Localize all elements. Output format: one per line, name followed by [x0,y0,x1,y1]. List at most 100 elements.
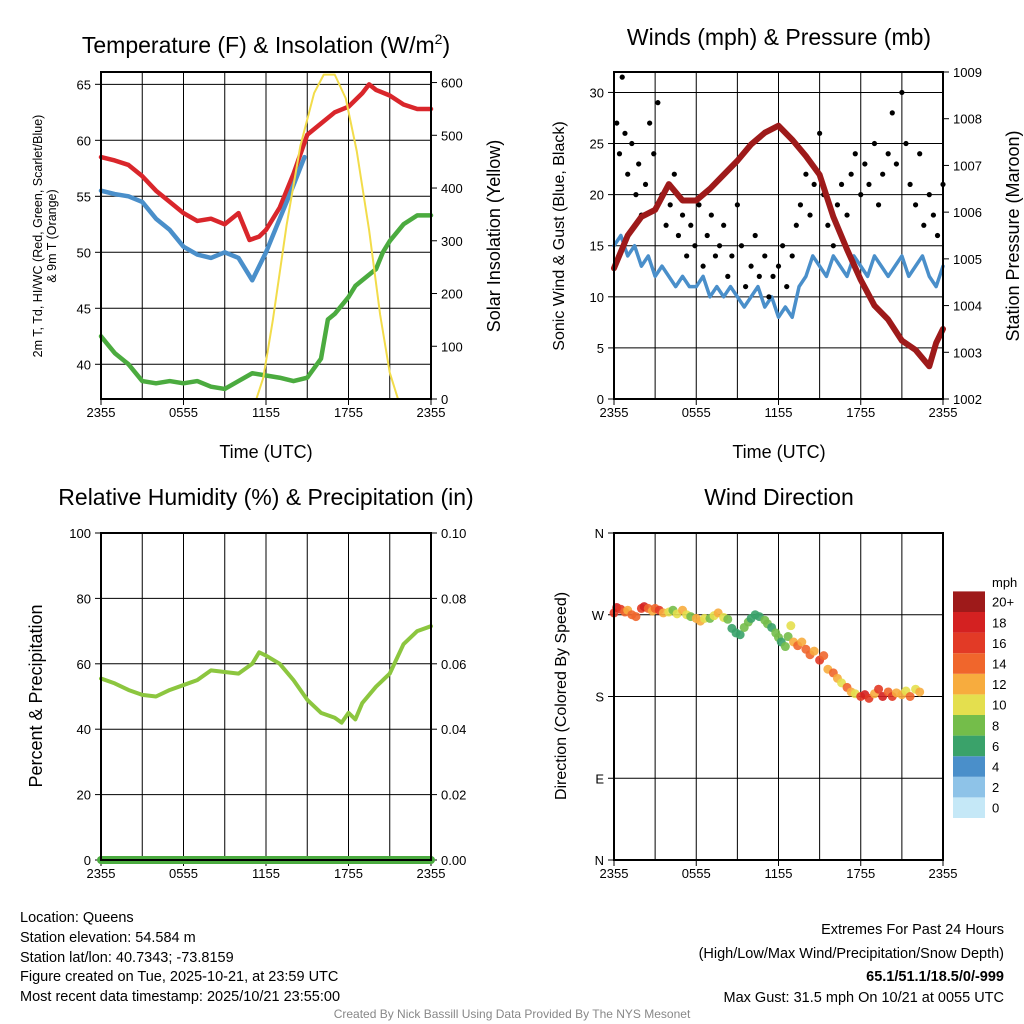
direction-point [915,687,925,697]
colorbar-swatch [953,735,985,757]
x-tick-label: 1755 [846,866,875,881]
panel-2: 2355 0555 1155 1755 23550204060801000.000.02… [69,526,466,881]
gust-point [775,263,782,269]
recent-data-text: Most recent data timestamp: 2025/10/21 2… [20,989,340,1005]
direction-point [819,651,829,661]
wind-chart-title: Winds (mph) & Pressure (mb) [627,24,931,50]
x-tick-label: 0555 [169,405,198,420]
y-right-tick-label: 0.04 [441,722,466,737]
gust-point [667,202,673,208]
colorbar-swatch [953,632,985,654]
colorbar-label: 16 [992,636,1006,651]
colorbar-label: 6 [992,739,999,754]
colorbar-swatch [953,797,985,818]
y-right-tick-label: 1003 [953,345,982,360]
panel-0: 2355 0555 1155 1755 2355 40 45 50 55 60 65 0 100 200 3… [77,71,463,420]
gust-point [917,151,923,157]
direction-point [780,642,790,652]
gust-point [762,253,768,259]
y-tick-label: 50 [77,245,91,260]
gust-point [622,130,628,136]
direction-point [874,684,884,694]
gust-point [716,243,723,249]
y-tick-label: 5 [597,341,604,356]
x-tick-label: 1155 [252,866,280,881]
y-tick-label: 65 [77,77,91,92]
gust-point [734,202,740,208]
gust-point [663,222,669,228]
extremes-values: 65.1/51.1/18.5/0/-999 [866,969,1004,985]
y-tick-label: N [595,853,604,868]
y-right-tick-label: 0.02 [441,788,466,803]
colorbar-swatch [953,756,985,777]
y-right-tick-label: 200 [441,287,463,302]
x-tick-label: 1155 [765,405,793,420]
y-tick-label: 0 [84,853,91,868]
x-tick-label: 2355 [929,405,958,420]
colorbar-swatch [953,653,985,674]
plot-frame [100,532,432,861]
gust-point [655,100,661,106]
direction-point [809,646,819,656]
gust-point [752,232,758,239]
gust-point [700,263,706,269]
gust-point [629,140,635,147]
x-tick-label: 2355 [417,866,446,881]
series-pressure [611,122,946,370]
gust-point [830,243,836,249]
gust-point [770,273,776,279]
y-tick-label: S [595,690,604,705]
colorbar-label: 8 [992,718,999,733]
gust-point [725,273,731,279]
panel-1: 2355 0555 1155 1755 235505101520253010021003… [590,65,982,420]
colorbar-label: 18 [992,615,1006,630]
y-tick-label: 0 [597,392,604,407]
gust-point [825,222,831,228]
y-right-tick-label: 600 [441,76,463,91]
y-tick-label: 100 [69,526,91,541]
colorbar-title: mph [992,575,1017,590]
colorbar-swatch [953,776,985,798]
y-tick-label: 15 [590,239,604,254]
gust-point [748,263,754,269]
direction-point [786,621,796,631]
x-tick-label: 0555 [682,866,711,881]
colorbar-swatch [953,715,985,736]
direction-point [905,692,915,701]
y-right-tick-label: 1004 [953,299,982,314]
y-right-tick-label: 100 [441,339,463,354]
y-tick-label: 60 [77,657,91,672]
x-tick-label: 0555 [682,405,711,420]
y-right-tick-label: 1007 [953,158,982,173]
extremes-subtitle: (High/Low/Max Wind/Precipitation/Snow De… [699,946,1004,962]
series-sonic-wind [612,233,945,319]
y-right-tick-label: 300 [441,234,463,249]
gust-point [866,181,872,188]
credit-text: Created By Nick Bassill Using Data Provi… [334,1007,691,1021]
gust-point [636,161,642,167]
direction-point [723,614,733,624]
pressure-y-label: Station Pressure (Maroon) [1003,130,1023,341]
colorbar-label: 10 [992,698,1006,713]
x-tick-label: 1755 [334,866,363,881]
y-tick-label: W [592,608,605,623]
y-right-tick-label: 1006 [953,205,982,220]
gust-point [729,253,735,259]
x-tick-label: 2355 [600,405,629,420]
colorbar-swatch [953,612,985,633]
max-gust-text: Max Gust: 31.5 mph On 10/21 at 0055 UTC [724,990,1004,1006]
y-right-tick-label: 0.08 [441,591,466,606]
gust-point [889,110,895,116]
y-right-tick-label: 0 [441,392,448,407]
created-text: Figure created on Tue, 2025-10-21, at 23… [20,969,338,985]
gust-point [862,161,868,167]
gust-point [893,161,899,167]
series-dew-point [98,213,434,392]
colorbar-label: 2 [992,780,999,795]
temp-y-label-2: & 9m T (Orange) [45,189,59,282]
gust-point [679,212,686,218]
gust-point [692,243,698,249]
x-tick-label: 0555 [169,866,198,881]
gust-point [907,181,913,188]
